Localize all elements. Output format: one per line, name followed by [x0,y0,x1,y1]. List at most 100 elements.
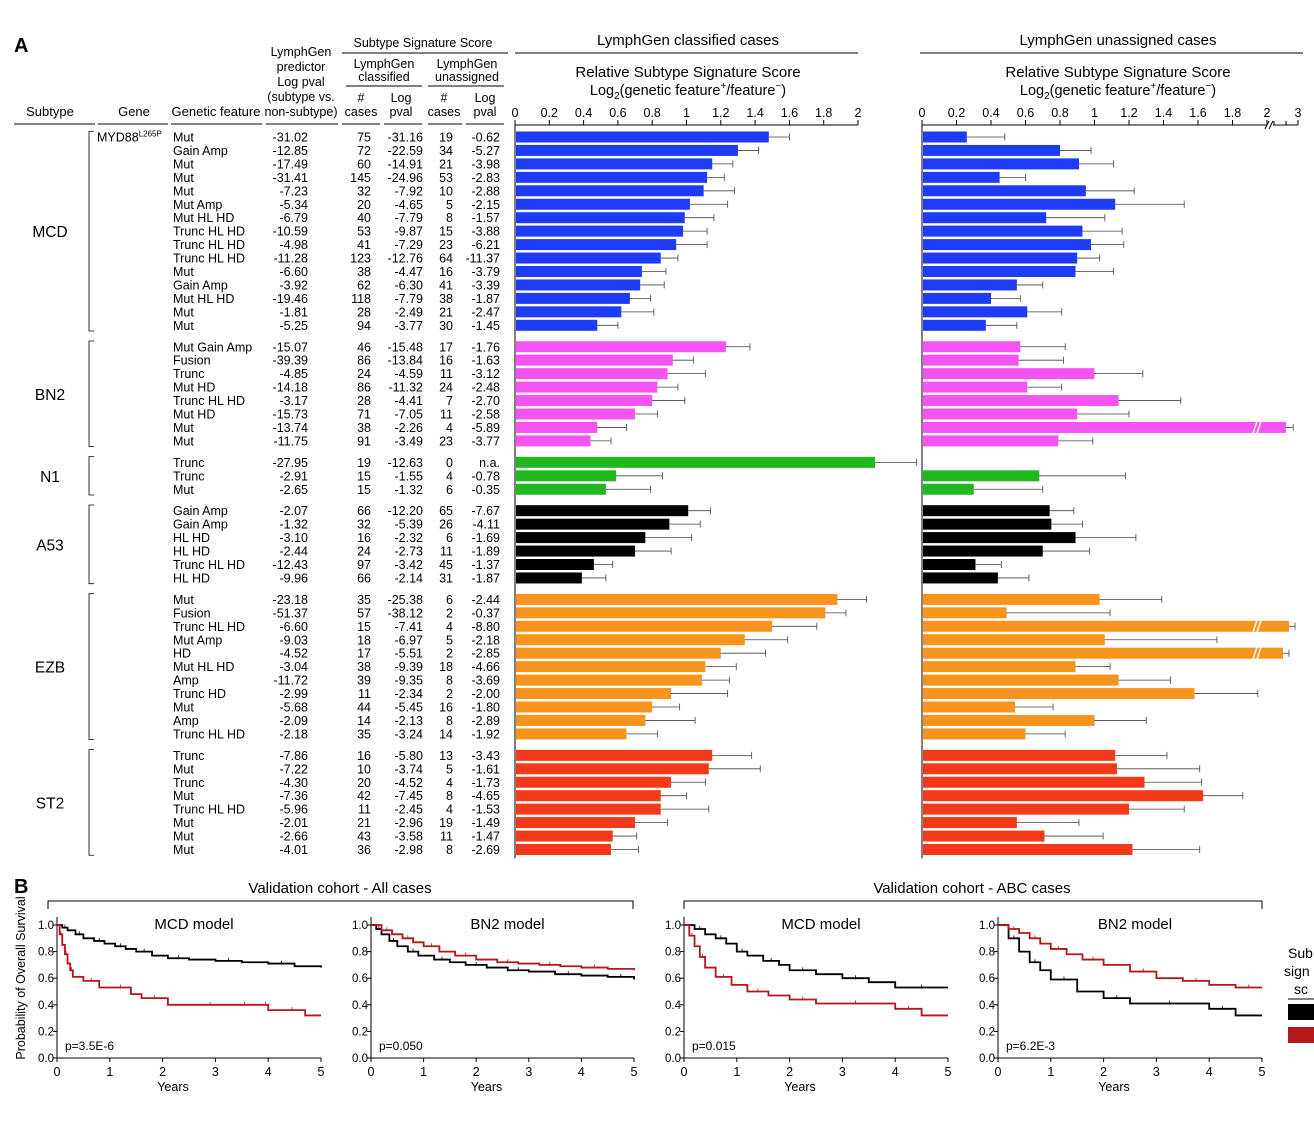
classified-logpval: -4.59 [395,367,424,381]
unassigned-tick-label: 1.6 [1189,106,1206,120]
unassigned-bar [923,559,976,570]
classified-logpval: -7.41 [395,620,424,634]
unassigned-logpval: -6.21 [472,238,501,252]
unassigned-bar [923,647,1283,659]
classified-cases: 17 [357,647,371,661]
feature-label: Trunc HL HD [173,252,245,266]
unassigned-cases: 21 [439,157,453,171]
classified-cases: 118 [351,292,371,306]
unassigned-logpval: -1.89 [472,545,501,559]
subtype-label: ST2 [36,795,64,812]
subtype-label: EZB [35,660,65,677]
km-x-tick-label: 3 [212,1065,219,1079]
km-x-tick-label: 0 [368,1065,375,1079]
feature-label: HL HD [173,571,210,585]
classified-logpval: -14.91 [388,157,423,171]
unassigned-cases: 2 [446,606,453,620]
classified-logpval: -38.12 [388,606,423,620]
classified-cases: 62 [357,278,371,292]
classified-cases: 28 [357,305,371,319]
unassigned-tick-label: 0.2 [948,106,965,120]
km-x-tick-label: 2 [1100,1065,1107,1079]
classified-bar [516,319,598,331]
unassigned-logpval: -1.63 [472,354,501,368]
subtype-label: BN2 [35,387,65,404]
predictor-pval: -6.60 [280,265,309,279]
classified-bar [516,559,594,570]
classified-cases: 24 [357,545,371,559]
predictor-pval: -15.07 [273,340,308,354]
unassigned-cases: 23 [439,434,453,448]
classified-logpval: -24.96 [388,171,423,185]
classified-logpval: -12.63 [388,456,423,470]
unassigned-cases: 41 [439,278,453,292]
unassigned-bar [923,435,1059,447]
classified-cases: 86 [357,354,371,368]
classified-logpval: -2.32 [395,531,424,545]
unassigned-logpval: -1.45 [472,319,501,333]
predictor-pval: -1.81 [280,305,309,319]
unassigned-cases: 10 [439,184,453,198]
classified-tick-label: 0.8 [644,106,661,120]
km-plot-title: MCD model [154,916,233,933]
feature-label: Trunc HL HD [173,558,245,572]
km-x-tick-label: 3 [525,1065,532,1079]
classified-bar [516,470,617,482]
classified-cases: 11 [358,687,371,701]
km-y-tick-label: 0.2 [665,1026,681,1038]
km-y-tick-label: 0.8 [665,947,681,959]
unassigned-bar [923,661,1076,673]
predictor-pval: -27.95 [273,456,308,470]
unassigned-cases: 4 [446,620,453,634]
unassigned-bar [923,292,991,304]
unassigned-bar [923,674,1119,686]
km-plot-title: BN2 model [470,916,544,933]
unassigned-cases: 4 [446,803,453,817]
predictor-pval: -4.98 [280,238,309,252]
unassigned-bar [923,634,1105,646]
km-y-tick-label: 0.2 [352,1026,368,1038]
header-cases-1b: cases [345,105,378,119]
gene-label-text: MYD88 [97,131,139,145]
unassigned-cases: 31 [439,571,453,585]
unassigned-bar [923,354,1019,366]
unassigned-bar [923,319,986,331]
unassigned-logpval: -11.37 [465,252,500,266]
km-x-label: Years [1098,1080,1130,1094]
unassigned-cases: 5 [446,198,453,212]
unassigned-logpval: -2.70 [472,394,501,408]
unassigned-cases: 23 [439,238,453,252]
unassigned-bar [923,198,1116,210]
header-logpval-1a: Log [391,91,412,105]
unassigned-cases: 7 [446,394,453,408]
km-x-tick-label: 4 [1206,1065,1213,1079]
km-x-tick-label: 1 [733,1065,740,1079]
predictor-pval: -4.01 [280,843,309,857]
classified-cases: 15 [357,469,371,483]
classified-bar [516,776,672,788]
classified-cases: 44 [357,701,371,715]
unassigned-bar-break [1252,421,1262,434]
unassigned-logpval: -2.58 [472,408,501,422]
unassigned-bar [923,212,1047,224]
classified-tick-label: 1 [683,106,690,120]
unassigned-logpval: -3.88 [472,225,501,239]
unassigned-bar [923,421,1286,433]
header-rules [14,52,1303,125]
unassigned-logpval: n.a. [479,456,500,470]
header-predictor-5: non-subtype) [265,105,338,119]
classified-logpval: -11.32 [388,381,423,395]
unassigned-cases: 8 [446,843,453,857]
classified-cases: 10 [357,762,371,776]
feature-label: Mut HL HD [173,292,234,306]
classified-cases: 97 [357,558,371,572]
km-plot-title: MCD model [781,916,860,933]
classified-logpval: -3.42 [395,558,424,572]
feature-label: Mut [173,131,194,145]
km-group-title-abc: Validation cohort - ABC cases [873,880,1070,897]
feature-label: Mut [173,830,194,844]
unassigned-tick-label: 1.2 [1120,106,1137,120]
unassigned-tick-label: 3 [1295,106,1302,120]
feature-label: Trunc [173,456,205,470]
predictor-pval: -4.30 [280,776,309,790]
